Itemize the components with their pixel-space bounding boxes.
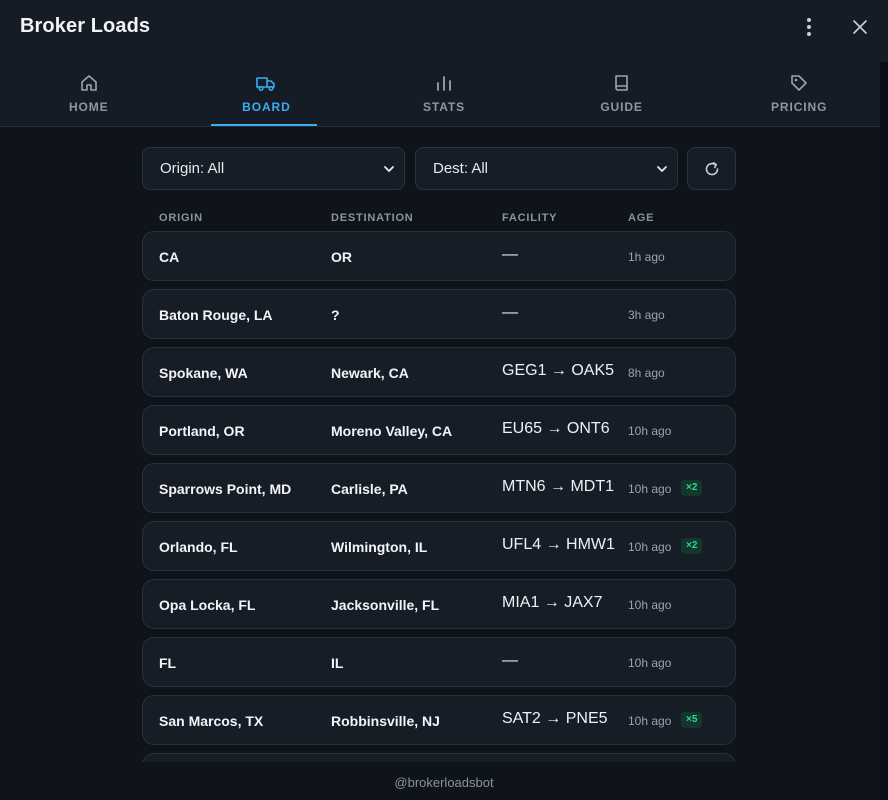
row-facility: — [502,246,518,263]
row-origin: Portland, OR [159,423,245,439]
row-age: 10h ago [628,598,672,612]
column-header-origin: ORIGIN [159,212,203,224]
column-header-age: AGE [628,212,655,224]
row-facility: SAT2 → PNE5 [502,710,608,727]
row-age: 10h ago [628,656,672,670]
row-age: 1h ago [628,250,665,264]
row-origin: Spokane, WA [159,365,248,381]
load-list[interactable]: CA OR — 1h ago Baton Rouge, LA? — 3h ago Spokan… [142,231,736,762]
column-header-destination: DESTINATION [331,212,414,224]
row-age: 10h ago [628,424,672,438]
tab-label: PRICING [771,100,828,114]
dest-filter-select[interactable]: Dest: All [415,147,678,190]
row-age: 8h ago [628,366,665,380]
load-row[interactable]: FL IL — 10h ago [142,637,736,687]
scrollbar[interactable] [880,62,888,800]
row-origin: Opa Locka, FL [159,597,256,613]
close-button[interactable] [847,14,873,40]
column-header-facility: FACILITY [502,212,558,224]
tab-label: HOME [68,100,109,114]
row-destination: IL [331,655,344,671]
row-facility: EU65 → ONT6 [502,420,610,437]
row-age: 10h ago [628,540,672,554]
bar-chart-icon [437,76,451,91]
tab-pricing[interactable]: PRICING [710,62,888,126]
header: Broker Loads HOME [0,0,888,127]
footer-handle: @brokerloadsbot [394,775,494,790]
row-destination: Newark, CA [331,365,409,381]
load-row[interactable] [142,753,736,762]
load-row[interactable]: CA OR — 1h ago [142,231,736,281]
row-facility: — [502,652,518,669]
tag-icon [791,75,807,91]
origin-filter-select[interactable]: Origin: All [142,147,405,190]
row-origin: FL [159,655,177,671]
load-row[interactable]: Orlando, FL Wilmington, IL UFL4 → HMW1 10h … [142,521,736,571]
refresh-button[interactable] [687,147,736,190]
row-age: 10h ago [628,482,672,496]
duplicate-count-badge: ×2 [681,480,703,496]
tab-label: BOARD [242,100,291,114]
row-facility: MTN6 → MDT1 [502,478,614,495]
chevron-down-icon [657,166,667,172]
origin-filter-value: Origin: All [160,160,225,177]
row-origin: San Marcos, TX [159,713,264,729]
row-origin: CA [159,249,180,265]
load-row[interactable]: Baton Rouge, LA? — 3h ago [142,289,736,339]
row-origin: Sparrows Point, MD [159,481,292,497]
home-icon [80,75,97,91]
row-destination: Jacksonville, FL [331,597,440,613]
row-origin: Baton Rouge, LA [159,307,273,323]
row-facility: — [502,304,518,321]
dest-filter-value: Dest: All [433,160,489,177]
row-facility: MIA1 → JAX7 [502,594,603,611]
row-age: 3h ago [628,308,665,322]
load-row[interactable]: Portland, OR Moreno Valley, CA EU65 → ONT6… [142,405,736,455]
tab-bar: HOME BOARD [0,62,888,126]
truck-icon [256,77,276,92]
load-row[interactable]: San Marcos, TX Robbinsville, NJ SAT2 → PNE… [142,695,736,745]
tab-board[interactable]: BOARD [178,62,356,126]
close-icon [853,20,867,34]
tab-stats[interactable]: STATS [355,62,533,126]
tab-label: STATS [422,100,466,114]
load-row[interactable]: Spokane, WA Newark, CA GEG1 → OAK5 8h ago [142,347,736,397]
book-icon [614,75,628,91]
refresh-icon [705,161,718,175]
row-destination: ? [331,307,340,323]
duplicate-count-badge: ×5 [681,712,703,728]
row-destination: Wilmington, IL [331,539,428,555]
load-row[interactable]: Opa Locka, FL Jacksonville, FL MIA1 → JAX7… [142,579,736,629]
more-options-button[interactable] [796,14,822,40]
row-destination: Carlisle, PA [331,481,408,497]
active-tab-indicator [210,124,317,126]
row-destination: Robbinsville, NJ [331,713,440,729]
more-vertical-icon [807,18,811,36]
duplicate-count-badge: ×2 [681,538,703,554]
row-age: 10h ago [628,714,672,728]
tab-home[interactable]: HOME [0,62,178,126]
row-facility: GEG1 → OAK5 [502,362,615,379]
row-destination: OR [331,249,352,265]
row-facility: UFL4 → HMW1 [502,536,615,553]
app-title: Broker Loads [20,15,151,37]
row-destination: Moreno Valley, CA [331,423,453,439]
tab-label: GUIDE [600,100,643,114]
chevron-down-icon [384,166,394,172]
tab-guide[interactable]: GUIDE [533,62,711,126]
row-origin: Orlando, FL [159,539,238,555]
load-row[interactable]: Sparrows Point, MD Carlisle, PA MTN6 → MDT… [142,463,736,513]
